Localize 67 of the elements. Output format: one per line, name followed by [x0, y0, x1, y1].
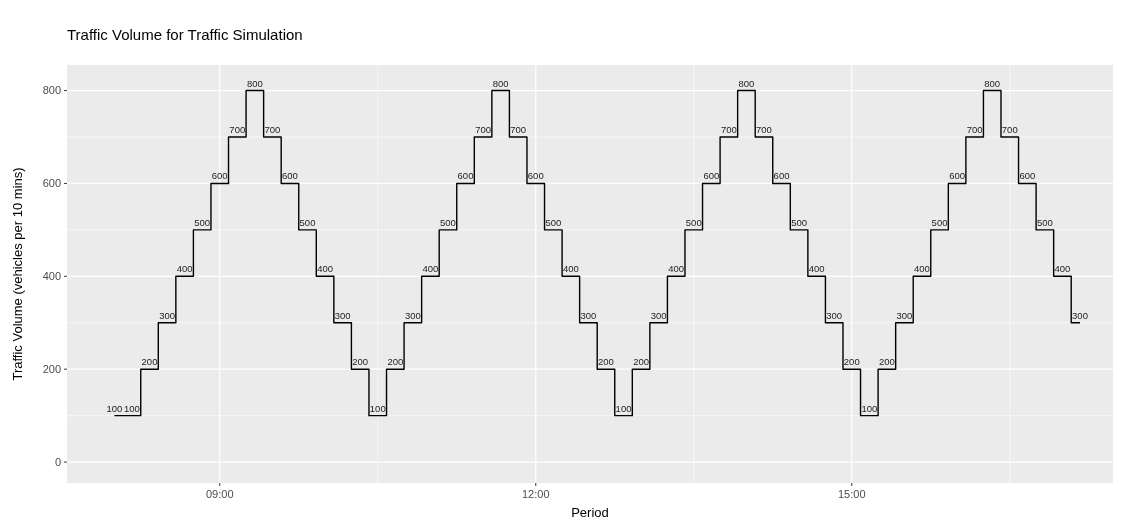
data-label: 800	[246, 77, 263, 89]
data-label: 500	[440, 216, 456, 228]
data-label: 700	[966, 123, 983, 135]
data-label: 500	[791, 216, 808, 228]
data-label: 500	[299, 216, 316, 228]
data-label: 300	[580, 309, 597, 321]
data-label: 600	[527, 170, 544, 182]
data-label: 400	[317, 263, 334, 275]
data-label: 500	[685, 216, 702, 228]
y-tick-label: 0	[54, 455, 61, 468]
data-label: 400	[1054, 263, 1071, 275]
data-label: 300	[826, 309, 843, 321]
data-label: 100	[861, 402, 878, 414]
data-label: 100	[124, 402, 140, 414]
data-label: 100	[369, 402, 386, 414]
data-label: 300	[1072, 309, 1088, 321]
data-label: 300	[159, 309, 175, 321]
data-label: 700	[756, 123, 772, 135]
data-label: 400	[808, 263, 825, 275]
y-tick-label: 200	[42, 363, 61, 376]
data-label: 400	[668, 263, 685, 275]
y-tick-label: 600	[42, 177, 61, 190]
data-label: 300	[404, 309, 421, 321]
data-label: 400	[176, 263, 193, 275]
data-label: 300	[334, 309, 351, 321]
data-label: 700	[229, 123, 246, 135]
data-label: 500	[545, 216, 562, 228]
data-label: 100	[106, 402, 123, 414]
data-label: 300	[896, 309, 913, 321]
data-label: 400	[422, 263, 439, 275]
data-label: 800	[492, 77, 509, 89]
y-tick-label: 800	[42, 84, 61, 97]
data-label: 700	[475, 123, 492, 135]
data-label: 400	[562, 263, 579, 275]
data-label: 200	[878, 356, 895, 368]
data-label: 200	[141, 356, 158, 368]
chart-title: Traffic Volume for Traffic Simulation	[67, 26, 303, 43]
data-label: 800	[738, 77, 755, 89]
data-label: 500	[931, 216, 948, 228]
data-label: 600	[457, 170, 474, 182]
x-tick-label: 15:00	[838, 488, 866, 500]
data-label: 500	[194, 216, 211, 228]
data-label: 700	[720, 123, 737, 135]
data-label: 700	[510, 123, 527, 135]
data-label: 800	[984, 77, 1001, 89]
data-label: 600	[1019, 170, 1036, 182]
data-label: 100	[615, 402, 632, 414]
y-axis-title: Traffic Volume (vehicles per 10 mins)	[10, 167, 25, 381]
y-tick-label: 400	[42, 270, 61, 283]
data-label: 700	[1001, 123, 1018, 135]
data-label: 600	[211, 170, 228, 182]
data-label: 600	[773, 170, 790, 182]
data-label: 500	[1036, 216, 1053, 228]
data-label: 200	[352, 356, 369, 368]
data-label: 200	[387, 356, 404, 368]
data-label: 400	[914, 263, 930, 275]
data-label: 200	[843, 356, 860, 368]
x-tick-label: 09:00	[205, 488, 234, 500]
data-label: 600	[703, 170, 720, 182]
data-label: 700	[264, 123, 281, 135]
x-axis-title: Period	[571, 505, 609, 520]
data-label: 300	[650, 309, 667, 321]
x-tick-label: 12:00	[521, 488, 550, 500]
data-label: 200	[598, 356, 614, 368]
data-label: 200	[633, 356, 650, 368]
data-label: 600	[949, 170, 966, 182]
data-label: 600	[282, 170, 298, 182]
